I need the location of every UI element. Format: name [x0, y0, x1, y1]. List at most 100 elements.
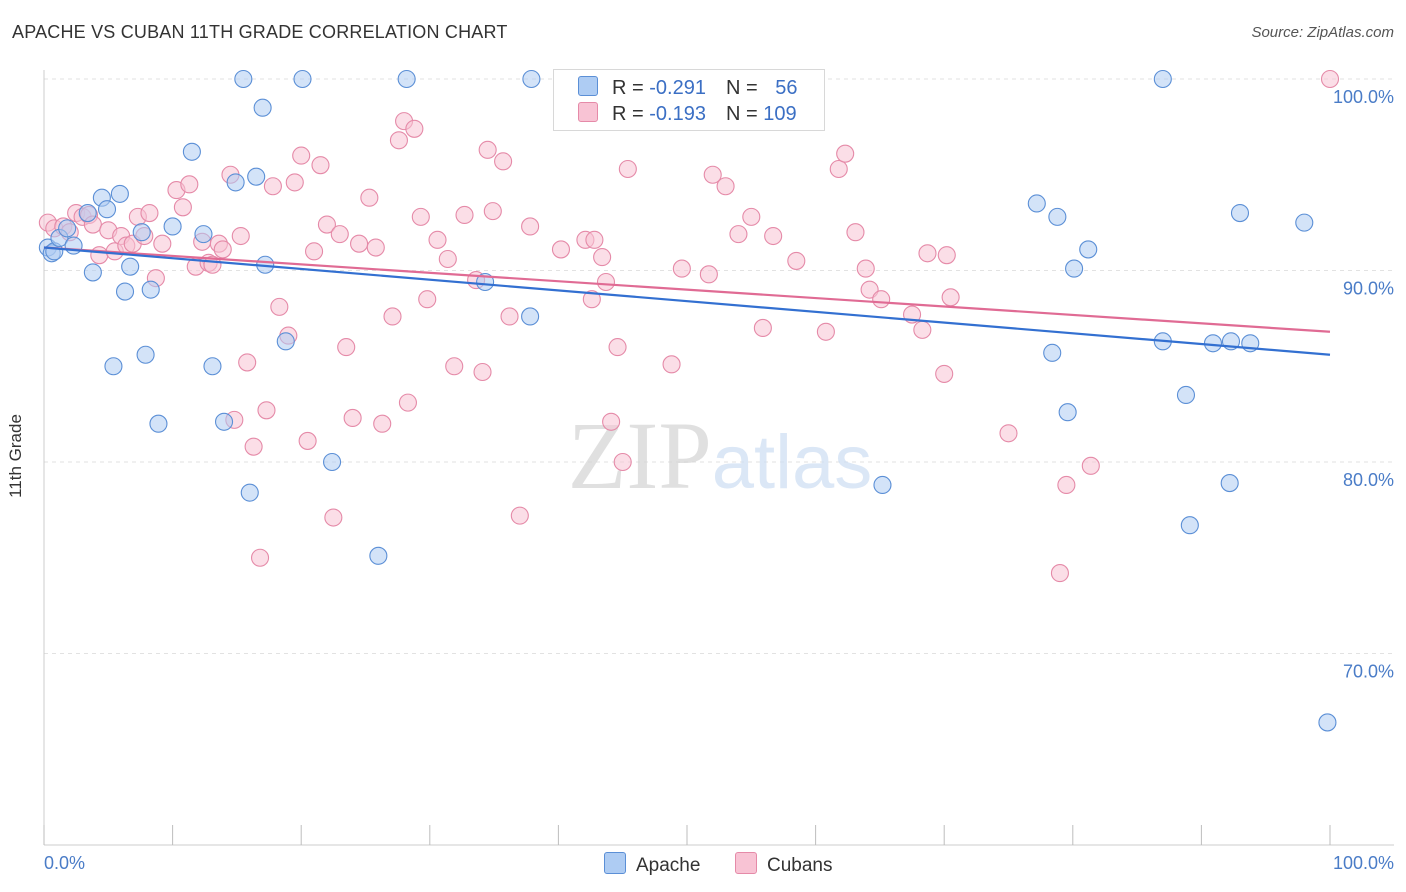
cubans-point	[937, 246, 956, 265]
cubans-point	[608, 338, 627, 357]
legend-row-cubans: R = -0.193 N = 109	[578, 102, 797, 128]
apache-point	[78, 204, 97, 223]
cubans-point	[238, 353, 257, 372]
cubans-point	[551, 240, 571, 259]
cubans-point	[173, 198, 192, 217]
cubans-point	[428, 230, 447, 249]
cubans-trend-line	[43, 246, 1331, 333]
cubans-point	[729, 225, 748, 244]
apache-point	[1043, 343, 1062, 362]
x-tick-labels: 0.0% 100.0%	[44, 853, 1394, 873]
apache-point	[121, 257, 140, 276]
cubans-point	[257, 401, 276, 420]
cubans-point	[1320, 69, 1340, 89]
cubans-point	[602, 412, 621, 431]
bottom-legend-cubans: Cubans	[735, 852, 833, 877]
cubans-point	[360, 188, 379, 207]
apache-point	[276, 332, 295, 351]
bottom-apache-label: Apache	[636, 855, 701, 876]
apache-point	[104, 357, 123, 376]
cubans-point	[292, 146, 311, 165]
apache-point	[234, 69, 253, 89]
cubans-point	[418, 290, 437, 309]
cubans-point	[298, 431, 317, 450]
apache-point	[1079, 240, 1098, 259]
apache-point	[240, 483, 259, 502]
cubans-point	[764, 226, 783, 246]
cubans-point	[913, 320, 932, 339]
apache-trend-line	[43, 246, 1331, 356]
apache-point	[132, 223, 151, 242]
watermark-zip: ZIP	[568, 402, 712, 509]
cubans-point	[270, 297, 289, 316]
apache-point	[1048, 207, 1067, 226]
cubans-point	[662, 355, 681, 374]
y-tick-label: 100.0%	[1333, 87, 1394, 107]
cubans-r-label: R =	[612, 103, 650, 125]
apache-point	[1153, 69, 1172, 89]
cubans-point	[213, 240, 232, 259]
apache-point	[182, 142, 201, 161]
watermark-atlas: atlas	[712, 420, 873, 505]
cubans-n-label: N =	[725, 103, 764, 125]
trend-lines	[43, 246, 1331, 356]
apache-n-value: 56	[775, 77, 798, 99]
cubans-point	[305, 242, 324, 261]
cubans-point	[935, 364, 954, 383]
apache-point	[1065, 259, 1084, 278]
apache-point	[136, 345, 155, 364]
apache-point	[1180, 516, 1199, 535]
apache-point	[226, 173, 245, 192]
chart-title: APACHE VS CUBAN 11TH GRADE CORRELATION C…	[12, 22, 508, 42]
apache-point	[1318, 713, 1337, 732]
cubans-point	[311, 156, 330, 175]
y-tick-label: 90.0%	[1343, 279, 1394, 299]
apache-n-label: N =	[725, 77, 764, 99]
cubans-point	[846, 223, 865, 242]
cubans-point	[343, 408, 362, 428]
cubans-point	[1057, 475, 1076, 495]
x-tick-label: 100.0%	[1333, 853, 1394, 873]
cubans-point	[872, 290, 891, 309]
cubans-point	[999, 424, 1018, 443]
cubans-n-value: 109	[763, 103, 797, 125]
bottom-cubans-swatch	[735, 852, 757, 874]
cubans-point	[483, 202, 502, 221]
cubans-point	[478, 140, 497, 159]
cubans-point	[438, 249, 457, 269]
legend-row-apache: R = -0.291 N = 56	[578, 76, 797, 102]
apache-point	[1176, 385, 1196, 405]
apache-point	[873, 475, 892, 495]
cubans-point	[856, 259, 875, 278]
cubans-point	[90, 246, 109, 265]
cubans-point	[753, 318, 772, 338]
cubans-point	[521, 217, 540, 236]
cubans-point	[500, 307, 519, 326]
cubans-point	[455, 205, 474, 225]
cubans-point	[350, 234, 369, 253]
cubans-point	[613, 452, 632, 472]
apache-point	[293, 69, 312, 89]
apache-point	[369, 546, 388, 565]
apache-r-label: R =	[612, 77, 650, 99]
cubans-point	[366, 238, 385, 257]
stats-legend: R = -0.291 N = 56 R = -0.193 N = 109	[553, 69, 825, 131]
cubans-point	[317, 215, 336, 234]
apache-point	[397, 69, 416, 89]
x-tick-label: 0.0%	[44, 853, 85, 873]
apache-point	[214, 412, 234, 431]
cubans-point	[285, 173, 304, 192]
cubans-point	[153, 234, 172, 253]
cubans-point	[383, 307, 402, 326]
cubans-point	[445, 357, 464, 376]
cubans-point	[180, 175, 199, 194]
apache-point	[1027, 194, 1046, 213]
cubans-point	[836, 144, 855, 163]
cubans-point	[716, 177, 735, 196]
apache-point	[83, 263, 102, 282]
cubans-point	[787, 251, 806, 270]
apache-point	[97, 200, 117, 219]
apache-point	[1230, 204, 1250, 223]
apache-point	[522, 69, 541, 89]
